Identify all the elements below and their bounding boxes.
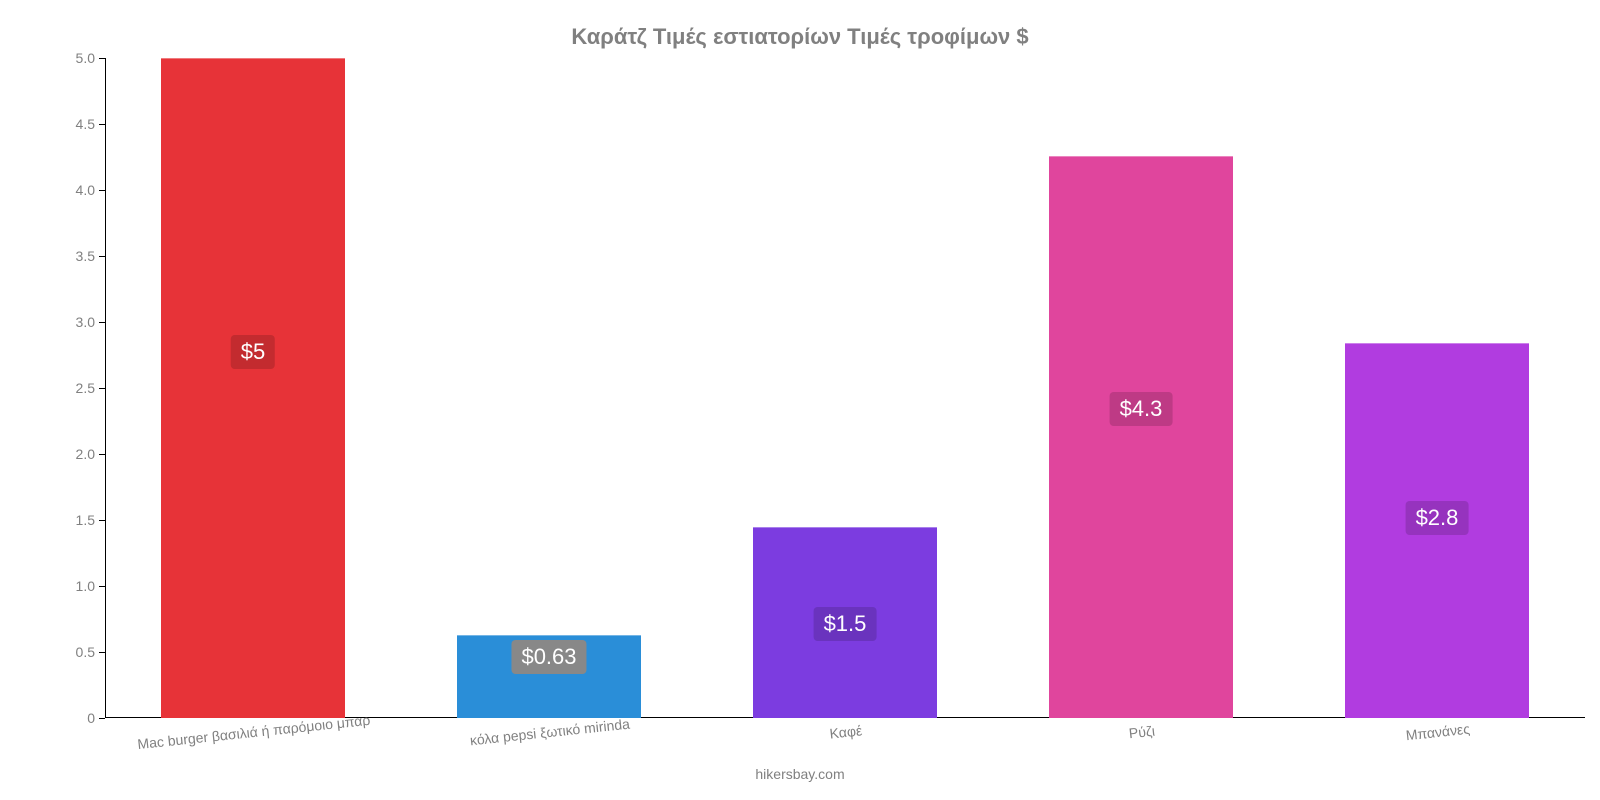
bar-value-label: $5 <box>231 335 275 369</box>
x-tick-label-wrap: κόλα pepsi ξωτικό mirinda <box>549 724 710 740</box>
x-tick-label-wrap: Μπανάνες <box>1437 724 1501 740</box>
bar-top-highlight <box>753 527 937 528</box>
bar-value-label: $1.5 <box>814 607 877 641</box>
x-tick-label-wrap: Καφέ <box>845 724 878 740</box>
bar-value-label: $4.3 <box>1110 392 1173 426</box>
chart-plot-area: 00.51.01.52.02.53.03.54.04.55.0$5Mac bur… <box>105 58 1585 718</box>
bar: $2.8 <box>1345 343 1529 718</box>
x-tick-label-wrap: Ρύζι <box>1141 724 1167 740</box>
y-axis-line <box>105 58 106 718</box>
chart-credit: hikersbay.com <box>755 766 844 782</box>
chart-container: Καράτζ Τιμές εστιατορίων Τιμές τροφίμων … <box>0 0 1600 800</box>
y-tick-label: 5.0 <box>76 50 105 66</box>
bar-value-label: $0.63 <box>511 640 586 674</box>
y-tick-label: 1.5 <box>76 512 105 528</box>
x-tick-label: Ρύζι <box>1128 723 1156 742</box>
y-tick-label: 0.5 <box>76 644 105 660</box>
bar-top-highlight <box>1049 156 1233 157</box>
x-tick-label: Μπανάνες <box>1405 721 1471 744</box>
bar: $5 <box>161 58 345 718</box>
y-tick-label: 0 <box>87 710 105 726</box>
bar: $0.63 <box>457 635 641 718</box>
bar-top-highlight <box>161 58 345 59</box>
y-tick-label: 4.0 <box>76 182 105 198</box>
x-tick-label: Καφέ <box>829 722 863 741</box>
y-tick-label: 2.0 <box>76 446 105 462</box>
bar: $4.3 <box>1049 156 1233 718</box>
chart-title: Καράτζ Τιμές εστιατορίων Τιμές τροφίμων … <box>0 0 1600 50</box>
y-tick-label: 1.0 <box>76 578 105 594</box>
bar: $1.5 <box>753 527 937 718</box>
y-tick-label: 4.5 <box>76 116 105 132</box>
x-tick-label: κόλα pepsi ξωτικό mirinda <box>469 716 630 749</box>
x-tick-label-wrap: Mac burger βασιλιά ή παρόμοιο μπαρ <box>253 724 487 740</box>
y-tick-label: 3.0 <box>76 314 105 330</box>
bar-top-highlight <box>1345 343 1529 344</box>
y-tick-label: 3.5 <box>76 248 105 264</box>
bar-top-highlight <box>457 635 641 636</box>
bar-value-label: $2.8 <box>1406 501 1469 535</box>
y-tick-label: 2.5 <box>76 380 105 396</box>
